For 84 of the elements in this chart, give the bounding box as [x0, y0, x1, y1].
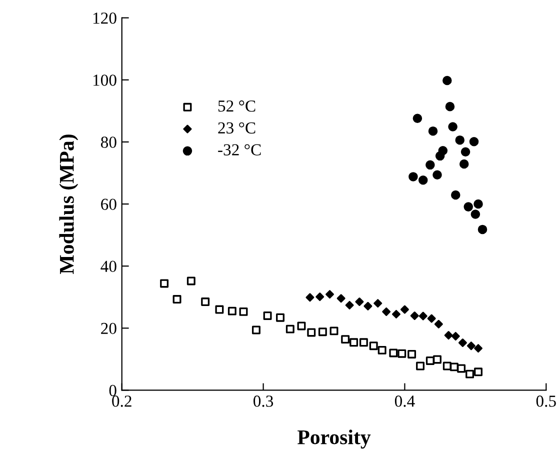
point [427, 314, 436, 323]
point [382, 307, 391, 316]
point [252, 326, 260, 334]
y-tick-label: 20 [101, 322, 116, 334]
point [408, 172, 418, 182]
point [416, 362, 425, 370]
point [426, 160, 435, 170]
legend-label: 52 °C [218, 100, 256, 112]
point [307, 328, 316, 337]
point [160, 279, 169, 288]
point [450, 362, 458, 372]
point [297, 322, 306, 330]
point [398, 349, 406, 358]
point [201, 298, 210, 306]
point [369, 342, 378, 350]
point [341, 335, 350, 344]
point [410, 311, 419, 320]
x-tick-label: 0.4 [394, 396, 415, 407]
point [400, 305, 409, 314]
point [460, 147, 470, 157]
point [464, 202, 473, 212]
point [433, 355, 442, 364]
point [458, 338, 467, 347]
y-tick-label: 80 [100, 136, 116, 148]
point [435, 151, 445, 161]
point [474, 199, 483, 209]
point [263, 311, 272, 320]
point [459, 159, 469, 169]
point [445, 102, 455, 112]
point [286, 324, 294, 334]
point [455, 135, 465, 145]
point [432, 170, 442, 180]
y-tick-label: 120 [93, 12, 116, 24]
point [239, 307, 248, 316]
y-tick-label: 40 [100, 260, 116, 272]
y-axis-title: Modulus (MPa) [59, 134, 78, 274]
point [434, 320, 443, 328]
point [172, 295, 182, 304]
point [428, 126, 438, 136]
point [474, 344, 482, 353]
y-tick-label: 100 [93, 74, 116, 86]
point [412, 114, 422, 124]
x-tick-label: 0.2 [112, 396, 132, 407]
point [350, 338, 358, 347]
point [469, 137, 479, 146]
point [318, 328, 327, 336]
point [336, 294, 346, 303]
point [306, 293, 314, 302]
point [451, 332, 460, 340]
point [442, 76, 452, 86]
point [466, 342, 476, 350]
point [466, 370, 474, 378]
x-tick-label: 0.3 [254, 396, 274, 407]
point [450, 190, 460, 200]
y-tick-label: 60 [101, 198, 116, 210]
x-axis-title: Porosity [298, 430, 371, 449]
point [359, 338, 368, 347]
legend-label: 23 °C [218, 122, 256, 134]
point [378, 346, 386, 354]
point [418, 312, 428, 320]
legend-label: -32 °C [218, 144, 261, 156]
point [478, 224, 488, 234]
point [215, 305, 224, 314]
point [389, 348, 398, 358]
point [276, 313, 284, 322]
x-tick-label: 0.5 [536, 396, 556, 407]
point [457, 364, 466, 373]
point [418, 175, 428, 185]
point [345, 300, 354, 310]
point [355, 298, 364, 306]
y-tick-label: 0 [109, 384, 116, 396]
point [330, 326, 338, 336]
point [444, 331, 453, 340]
point [408, 350, 416, 358]
point [474, 368, 482, 376]
point [470, 210, 480, 219]
point [228, 306, 236, 316]
point [392, 310, 400, 318]
point [364, 302, 372, 310]
point [316, 292, 324, 302]
point [326, 290, 334, 299]
point [374, 299, 382, 308]
point [448, 122, 458, 132]
point [186, 276, 196, 286]
